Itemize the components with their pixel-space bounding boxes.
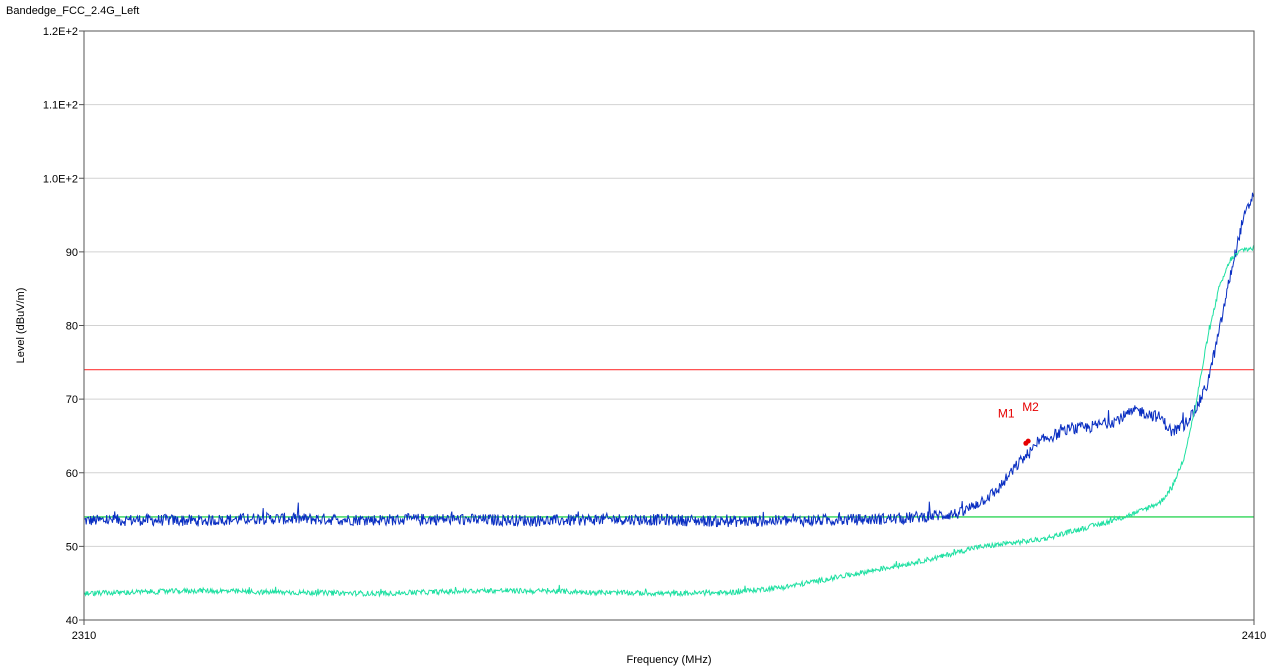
x-tick-label: 2410: [1242, 630, 1266, 642]
y-tick-label: 60: [66, 468, 78, 480]
y-tick-label: 70: [66, 394, 78, 406]
limit-lines: [84, 369, 1254, 518]
y-tick-label: 1.2E+2: [43, 26, 78, 38]
y-tick-label: 90: [66, 247, 78, 259]
y-axis-ticks: 1.2E+2 1.1E+2 1.0E+2 90 80 70 60 50 40: [43, 26, 84, 627]
marker-label: M2: [1022, 400, 1039, 414]
y-tick-label: 80: [66, 321, 78, 333]
gridlines: [84, 30, 1254, 621]
series-group: [83, 192, 1255, 598]
x-axis-ticks: 2310 2410: [72, 620, 1266, 642]
marker-label: M1: [998, 406, 1015, 420]
y-axis-label: Level (dBuV/m): [15, 288, 27, 364]
x-axis-label: Frequency (MHz): [627, 654, 712, 666]
y-tick-label: 40: [66, 615, 78, 627]
chart-title: Bandedge_FCC_2.4G_Left: [6, 5, 140, 17]
y-tick-label: 1.1E+2: [43, 100, 78, 112]
series-line: [84, 245, 1255, 598]
x-tick-label: 2310: [72, 630, 96, 642]
y-tick-label: 1.0E+2: [43, 173, 78, 185]
markers: M1 M2: [998, 400, 1039, 446]
marker-point: [1025, 438, 1031, 444]
series-line: [83, 192, 1255, 528]
y-tick-label: 50: [66, 541, 78, 553]
